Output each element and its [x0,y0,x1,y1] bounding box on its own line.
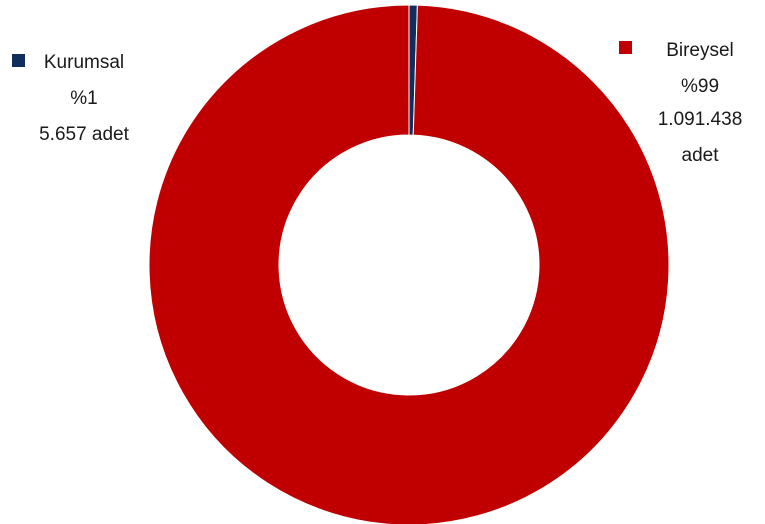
label-kurumsal-name: Kurumsal [44,52,124,73]
label-bireysel-count: 1.091.438 [658,109,743,130]
label-kurumsal: Kurumsal %1 5.657 adet [12,52,130,145]
legend-swatch-kurumsal [12,54,25,67]
donut-slices [148,4,670,524]
label-bireysel-name: Bireysel [666,40,734,61]
label-kurumsal-percent: %1 [70,88,97,109]
slice-bireysel [148,4,670,524]
label-bireysel: Bireysel %99 1.091.438 adet [619,40,742,166]
label-bireysel-percent: %99 [681,76,719,97]
label-bireysel-unit: adet [682,145,720,166]
legend-swatch-bireysel [619,41,632,54]
label-kurumsal-count: 5.657 adet [39,124,130,145]
